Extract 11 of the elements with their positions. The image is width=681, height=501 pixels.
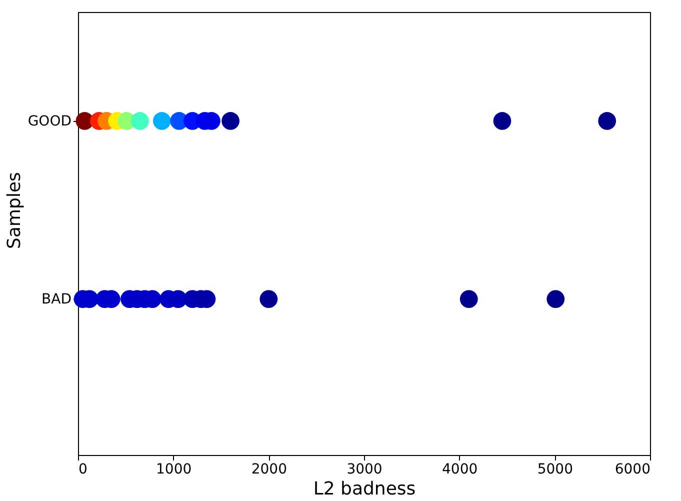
x-tick-label: 5000 bbox=[537, 462, 573, 478]
y-tick-label: GOOD bbox=[28, 113, 72, 130]
x-axis-title: L2 badness bbox=[313, 478, 416, 500]
x-tick-label: 1000 bbox=[156, 462, 192, 478]
x-tick-label: 6000 bbox=[614, 462, 650, 478]
x-tick-label: 2000 bbox=[251, 462, 287, 478]
y-tick-label: BAD bbox=[42, 292, 72, 308]
x-tick-label: 4000 bbox=[442, 462, 478, 478]
x-tick-label: 0 bbox=[78, 462, 88, 478]
x-tick-label: 3000 bbox=[346, 462, 382, 478]
y-axis-title: Samples bbox=[4, 172, 25, 249]
